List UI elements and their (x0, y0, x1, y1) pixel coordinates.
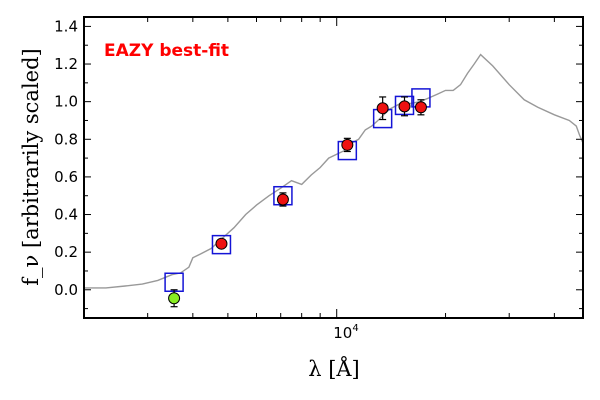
observed-flux-point (341, 138, 354, 151)
x-tick-label-10000: 104 (333, 323, 358, 342)
x-tick-exponent: 4 (352, 323, 358, 334)
observed-flux-point (414, 101, 427, 114)
x-tick-base: 10 (333, 324, 352, 342)
y-tick-label: 0.0 (54, 281, 78, 299)
nondetection-point (168, 292, 181, 305)
y-tick-label: 0.8 (54, 130, 78, 148)
observed-flux-point (276, 193, 289, 206)
observed-flux-point (215, 237, 228, 250)
x-axis-label: λ [Å] (308, 356, 360, 381)
observed-flux-point (376, 102, 389, 115)
plot-area (84, 53, 584, 308)
y-tick-label: 1.2 (54, 55, 78, 73)
axis-ticks: 0.0 0.2 0.4 0.6 0.8 1.0 1.2 1.4 (54, 17, 583, 318)
y-tick-label: 1.0 (54, 93, 78, 111)
y-tick-label: 1.4 (54, 17, 78, 35)
y-tick-label: 0.6 (54, 168, 78, 186)
model-sed-curve (84, 53, 584, 289)
annotation-eazy-best-fit: EAZY best-fit (104, 41, 229, 61)
observed-flux-point (398, 100, 411, 113)
y-axis-label: f_ν [arbitrarily scaled] (19, 48, 43, 285)
model-flux-square (211, 234, 232, 255)
plot-frame (83, 16, 584, 319)
y-tick-label: 0.4 (54, 206, 78, 224)
y-tick-label: 0.2 (54, 243, 78, 261)
